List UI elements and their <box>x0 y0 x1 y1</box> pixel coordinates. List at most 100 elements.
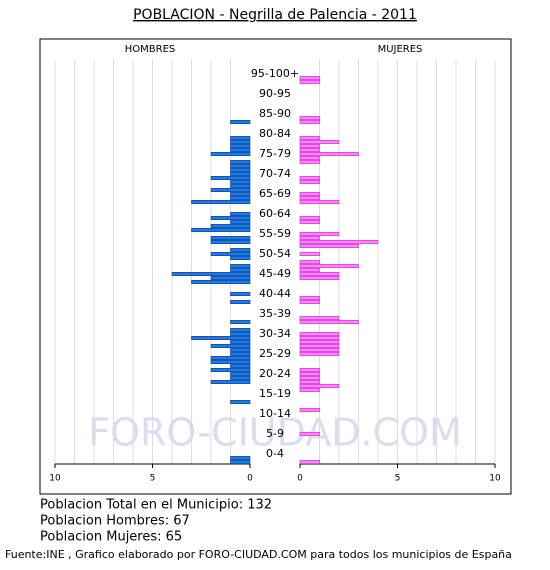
legend-label: MUJERES <box>378 44 423 55</box>
bar <box>191 335 251 340</box>
bar <box>230 184 251 189</box>
bar <box>210 188 251 193</box>
bar <box>230 136 251 141</box>
bar <box>299 271 340 276</box>
bar <box>299 232 340 237</box>
bar <box>230 248 251 253</box>
bar <box>230 455 251 460</box>
y-tick-label: 0-4 <box>266 447 284 460</box>
watermark: FORO-CIUDAD.COM <box>88 411 462 455</box>
bar <box>191 279 251 284</box>
bar <box>299 76 320 81</box>
bar <box>299 259 320 264</box>
bar <box>210 355 251 360</box>
bar <box>210 275 251 280</box>
bar <box>210 176 251 181</box>
bar <box>299 244 359 249</box>
y-tick-label: 20-24 <box>259 367 291 380</box>
bar <box>299 216 320 221</box>
bar <box>299 252 320 257</box>
bar <box>210 359 251 364</box>
bar <box>230 164 251 169</box>
y-tick-label: 30-34 <box>259 327 291 340</box>
y-tick-label: 80-84 <box>259 127 291 140</box>
legend-label: HOMBRES <box>125 44 176 55</box>
bar <box>230 363 251 368</box>
bar <box>299 180 320 185</box>
bar <box>210 224 251 229</box>
bar <box>230 299 251 304</box>
bar <box>230 267 251 272</box>
y-tick-label: 70-74 <box>259 167 291 180</box>
bar <box>299 347 340 352</box>
bar <box>299 299 320 304</box>
bar <box>230 140 251 145</box>
y-tick-label: 25-29 <box>259 347 291 360</box>
x-tick-label: 0 <box>297 474 303 484</box>
bar <box>230 160 251 165</box>
bar <box>210 240 251 245</box>
y-tick-label: 90-95 <box>259 87 291 100</box>
y-tick-label: 55-59 <box>259 227 291 240</box>
bar <box>299 160 320 165</box>
y-tick-label: 75-79 <box>259 147 291 160</box>
bar <box>299 371 320 376</box>
y-tick-label: 95-100+ <box>251 67 299 80</box>
bar <box>230 291 251 296</box>
bar <box>210 379 251 384</box>
summary-line: Poblacion Hombres: 67 <box>40 514 190 529</box>
y-tick-label: 50-54 <box>259 247 291 260</box>
y-tick-label: 85-90 <box>259 107 291 120</box>
bar <box>230 120 251 125</box>
bar <box>230 148 251 153</box>
bar <box>230 263 251 268</box>
bar <box>299 200 340 205</box>
bar <box>299 319 359 324</box>
bar <box>299 176 320 181</box>
y-tick-label: 15-19 <box>259 387 291 400</box>
bar <box>230 212 251 217</box>
bar <box>299 315 340 320</box>
bar <box>299 367 320 372</box>
bar <box>299 351 340 356</box>
bar <box>299 379 320 384</box>
bar <box>299 148 320 153</box>
x-tick-label: 5 <box>150 474 156 484</box>
bar <box>230 327 251 332</box>
source-note: Fuente:INE , Grafico elaborado por FORO-… <box>5 548 512 561</box>
bar <box>299 431 320 436</box>
y-tick-label: 60-64 <box>259 207 291 220</box>
chart-title: POBLACION - Negrilla de Palencia - 2011 <box>133 7 417 23</box>
bar <box>171 271 251 276</box>
bar <box>299 339 340 344</box>
bar <box>210 236 251 241</box>
plot-frame <box>39 38 512 495</box>
y-tick-label: 45-49 <box>259 267 291 280</box>
bar <box>230 331 251 336</box>
bar <box>299 335 340 340</box>
bar <box>299 407 320 412</box>
bar <box>299 192 320 197</box>
bar <box>299 152 359 157</box>
bar <box>191 228 251 233</box>
y-tick-label: 65-69 <box>259 187 291 200</box>
bar <box>299 196 320 201</box>
bar <box>299 220 320 225</box>
bar <box>230 347 251 352</box>
bar <box>299 80 320 85</box>
bar <box>230 459 251 464</box>
bar <box>299 459 320 464</box>
bar <box>299 331 340 336</box>
bar <box>230 255 251 260</box>
bar <box>299 140 340 145</box>
bar <box>230 399 251 404</box>
bar <box>299 236 320 241</box>
summary-line: Poblacion Total en el Municipio: 132 <box>40 498 272 513</box>
bar <box>230 220 251 225</box>
bar <box>230 375 251 380</box>
x-tick-label: 10 <box>49 474 61 484</box>
bar <box>299 275 340 280</box>
bar <box>230 351 251 356</box>
bar <box>299 295 320 300</box>
